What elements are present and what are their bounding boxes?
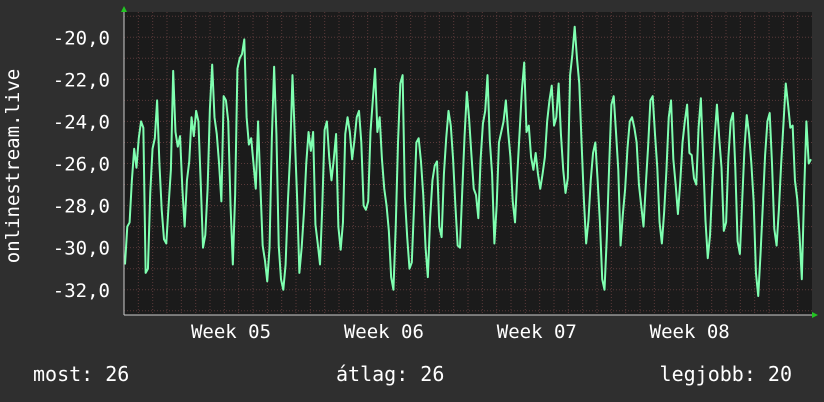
x-tick-label: Week 05 <box>191 321 271 343</box>
x-axis-arrow-icon <box>812 312 818 318</box>
x-tick-label: Week 06 <box>344 321 424 343</box>
stat-average: átlag: 26 <box>336 362 445 386</box>
stat-current: most: 26 <box>33 362 130 386</box>
grid-lines <box>124 12 812 315</box>
tick-labels: -20,0 -22,0 -24,0 -26,0 -28,0 -30,0 -32,0 Week … <box>53 27 730 343</box>
y-tick-label: -20,0 <box>53 27 110 49</box>
y-tick-label: -24,0 <box>53 111 110 133</box>
y-tick-label: -26,0 <box>53 154 110 176</box>
x-tick-label: Week 07 <box>497 321 577 343</box>
x-tick-label: Week 08 <box>650 321 730 343</box>
y-axis-arrow-icon <box>121 6 127 12</box>
stat-best: legjobb: 20 <box>659 362 792 386</box>
y-tick-label: -30,0 <box>53 238 110 260</box>
y-axis-label: onlinestream.live <box>2 69 24 263</box>
y-tick-label: -22,0 <box>53 69 110 91</box>
data-series-line <box>124 25 812 298</box>
y-tick-label: -28,0 <box>53 196 110 218</box>
y-tick-label: -32,0 <box>53 280 110 302</box>
